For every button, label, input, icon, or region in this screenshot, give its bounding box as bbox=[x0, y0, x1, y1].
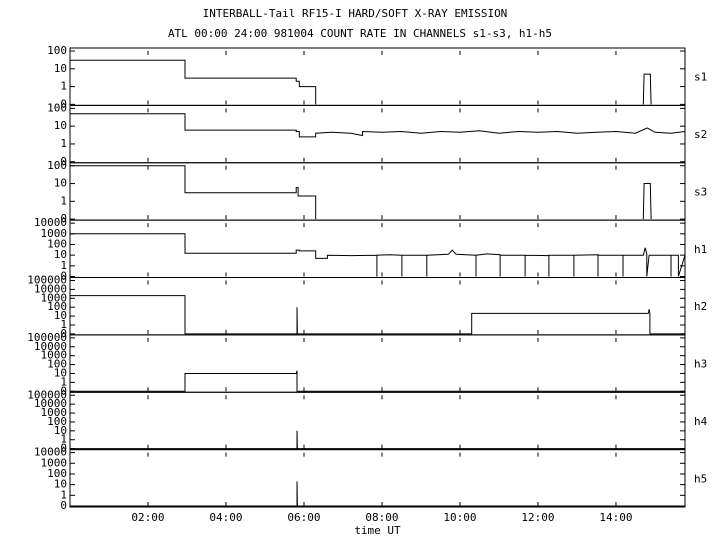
y-tick-label: 100 bbox=[47, 237, 67, 250]
data-line bbox=[70, 165, 652, 220]
channel-label: h4 bbox=[694, 415, 708, 428]
y-tick-label: 1 bbox=[60, 488, 67, 501]
y-tick-label: 1 bbox=[60, 137, 67, 150]
data-line bbox=[70, 113, 686, 138]
data-line bbox=[70, 481, 685, 507]
y-tick-label: 10 bbox=[54, 248, 67, 261]
channel-label: s2 bbox=[694, 128, 707, 141]
y-tick-label: 1 bbox=[60, 433, 67, 446]
y-tick-label: 10 bbox=[54, 177, 67, 190]
y-tick-label: 100 bbox=[47, 358, 67, 371]
y-tick-label: 1000 bbox=[41, 291, 68, 304]
data-line bbox=[70, 370, 685, 392]
channel-label: h1 bbox=[694, 243, 707, 256]
x-tick-label: 04:00 bbox=[209, 511, 242, 524]
y-tick-label: 1 bbox=[60, 194, 67, 207]
y-tick-label: 10000 bbox=[34, 216, 67, 229]
y-tick-label: 0 bbox=[60, 97, 67, 110]
y-tick-label: 1 bbox=[60, 318, 67, 331]
y-tick-label: 10 bbox=[54, 424, 67, 437]
y-tick-label: 100 bbox=[47, 300, 67, 313]
y-tick-label: 10 bbox=[54, 119, 67, 132]
data-line bbox=[70, 233, 686, 277]
y-tick-label: 100000 bbox=[27, 274, 67, 287]
y-tick-label: 10000 bbox=[34, 340, 67, 353]
y-tick-label: 0 bbox=[60, 270, 67, 283]
x-tick-label: 14:00 bbox=[599, 511, 632, 524]
y-tick-label: 10 bbox=[54, 366, 67, 379]
channel-label: h5 bbox=[694, 472, 707, 485]
y-tick-label: 100000 bbox=[27, 331, 67, 344]
x-tick-label: 06:00 bbox=[287, 511, 320, 524]
y-tick-label: 0 bbox=[60, 327, 67, 340]
y-tick-label: 100000 bbox=[27, 388, 67, 401]
y-tick-label: 1000 bbox=[41, 227, 68, 240]
y-tick-label: 0 bbox=[60, 384, 67, 397]
y-tick-label: 100 bbox=[47, 159, 67, 172]
y-tick-label: 0 bbox=[60, 499, 67, 512]
y-tick-label: 0 bbox=[60, 442, 67, 455]
y-tick-label: 10000 bbox=[34, 446, 67, 459]
channel-label: s3 bbox=[694, 185, 707, 198]
y-tick-label: 1 bbox=[60, 80, 67, 93]
y-tick-label: 100 bbox=[47, 101, 67, 114]
x-tick-label: 08:00 bbox=[365, 511, 398, 524]
channel-label: h3 bbox=[694, 358, 707, 371]
data-line bbox=[70, 430, 685, 450]
x-tick-label: 02:00 bbox=[131, 511, 164, 524]
x-tick-label: 12:00 bbox=[521, 511, 554, 524]
y-tick-label: 100 bbox=[47, 467, 67, 480]
x-tick-label: 10:00 bbox=[443, 511, 476, 524]
y-tick-label: 10 bbox=[54, 309, 67, 322]
y-tick-label: 10000 bbox=[34, 397, 67, 410]
y-tick-label: 0 bbox=[60, 155, 67, 168]
y-tick-label: 10000 bbox=[34, 282, 67, 295]
x-axis-label: time UT bbox=[354, 524, 401, 537]
y-tick-label: 10 bbox=[54, 478, 67, 491]
data-line bbox=[70, 59, 652, 105]
y-tick-label: 100 bbox=[47, 415, 67, 428]
y-tick-label: 1000 bbox=[41, 349, 68, 362]
y-tick-label: 1 bbox=[60, 375, 67, 388]
y-tick-label: 0 bbox=[60, 212, 67, 225]
y-tick-label: 1 bbox=[60, 259, 67, 272]
y-tick-label: 1000 bbox=[41, 406, 68, 419]
data-line bbox=[70, 295, 685, 335]
y-tick-label: 100 bbox=[47, 44, 67, 57]
chart-title: INTERBALL-Tail RF15-I HARD/SOFT X-RAY EM… bbox=[203, 7, 508, 20]
channel-label: s1 bbox=[694, 71, 707, 84]
y-tick-label: 10 bbox=[54, 62, 67, 75]
y-tick-label: 1000 bbox=[41, 456, 68, 469]
panel-frame bbox=[69, 449, 686, 508]
chart-subtitle: ATL 00:00 24:00 981004 COUNT RATE IN CHA… bbox=[168, 27, 552, 40]
channel-label: h2 bbox=[694, 300, 707, 313]
